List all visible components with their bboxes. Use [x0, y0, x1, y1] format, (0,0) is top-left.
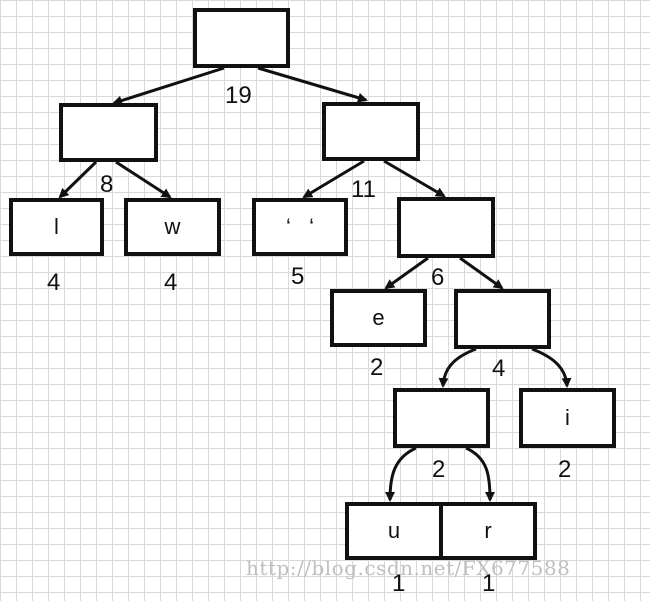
leaf-node-u-label: u [387, 518, 401, 543]
leaf-node-r-weight: 1 [482, 570, 496, 597]
edge-n4-n2 [438, 347, 477, 388]
edge-n11-n6 [383, 159, 446, 198]
leaf-node-w: w [124, 198, 221, 256]
edge-n6-n4 [459, 256, 504, 290]
internal-node-4 [454, 289, 551, 349]
watermark: http://blog.csdn.net/FX677588 [246, 556, 571, 580]
internal-node-8-weight: 8 [100, 171, 114, 198]
internal-node-11 [322, 102, 420, 161]
root-weight: 19 [225, 82, 252, 109]
leaf-node-u: u [349, 506, 443, 556]
edge-n8-l [58, 160, 98, 199]
leaf-node-l: l [9, 198, 104, 256]
leaf-node-i-label: i [565, 405, 570, 430]
leaf-node-r-label: r [484, 518, 492, 543]
internal-node-6-weight: 6 [431, 264, 445, 291]
leaf-node-i-weight: 2 [558, 456, 572, 483]
leaf-node-l-weight: 4 [47, 269, 61, 296]
edge-n4-i [531, 347, 572, 388]
internal-node-4-weight: 4 [492, 355, 506, 382]
leaf-node-i: i [519, 388, 616, 448]
edge-n8-w [115, 160, 172, 199]
edge-n2-r [465, 446, 495, 502]
leaf-node-space: ‘ ‘ [252, 198, 348, 256]
edge-n2-u [385, 446, 417, 502]
leaf-pair-u-r: u r [345, 502, 537, 560]
internal-node-11-weight: 11 [351, 176, 376, 203]
leaf-node-l-label: l [54, 214, 59, 239]
internal-node-6 [397, 197, 495, 258]
internal-node-8 [59, 103, 158, 162]
leaf-node-w-weight: 4 [164, 269, 178, 296]
edge-root-n11 [257, 66, 368, 103]
leaf-node-e-weight: 2 [370, 354, 384, 381]
leaf-node-e: e [330, 289, 427, 347]
edge-n6-e [384, 256, 429, 290]
internal-node-2-weight: 2 [432, 456, 446, 483]
leaf-node-space-label: ‘ ‘ [285, 214, 315, 239]
leaf-node-r: r [443, 506, 533, 556]
internal-node-2 [393, 388, 490, 448]
leaf-node-u-weight: 1 [392, 570, 406, 597]
leaf-node-e-label: e [372, 305, 385, 330]
leaf-node-space-weight: 5 [291, 263, 305, 290]
leaf-node-w-label: w [164, 214, 181, 239]
edge-n11-space [302, 159, 365, 199]
root-node [193, 8, 290, 68]
edge-root-n8 [112, 66, 225, 106]
